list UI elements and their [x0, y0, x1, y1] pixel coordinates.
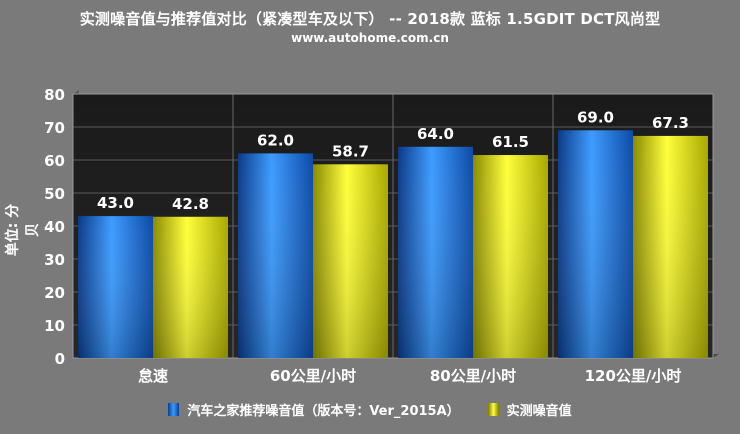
y-tick-label: 30	[44, 251, 65, 269]
x-tick-label: 怠速	[138, 367, 168, 385]
bar-measured-shade	[633, 135, 708, 358]
chart-subtitle: www.autohome.com.cn	[291, 31, 449, 45]
legend-label-recommended: 汽车之家推荐噪音值（版本号：Ver_2015A）	[187, 404, 460, 419]
bar-recommended-shade	[398, 146, 473, 358]
y-tick-label: 70	[44, 119, 65, 137]
bar-measured-shade	[313, 164, 388, 358]
data-label-recommended: 43.0	[97, 194, 134, 212]
bar-recommended-shade	[558, 130, 633, 358]
x-tick-label: 120公里/小时	[585, 367, 682, 385]
legend-item-measured: 实测噪音值	[487, 400, 572, 419]
bar-recommended-shade	[78, 216, 153, 358]
bar-recommended-shade	[238, 153, 313, 358]
legend-swatch-yellow	[487, 403, 499, 416]
data-label-recommended: 69.0	[577, 108, 614, 126]
legend-label-measured: 实测噪音值	[506, 404, 572, 419]
x-tick-label: 80公里/小时	[430, 367, 516, 385]
y-tick-label: 50	[44, 185, 65, 203]
data-label-measured: 58.7	[332, 142, 369, 160]
y-tick-label: 0	[55, 350, 65, 368]
legend: 汽车之家推荐噪音值（版本号：Ver_2015A） 实测噪音值	[0, 400, 740, 419]
y-tick-label: 40	[44, 218, 65, 236]
y-tick-label: 10	[44, 317, 65, 335]
plot-frame	[72, 93, 714, 359]
bar-measured-shade	[153, 216, 228, 358]
data-label-recommended: 64.0	[417, 125, 454, 143]
y-tick-label: 80	[44, 86, 65, 104]
data-label-measured: 61.5	[492, 133, 529, 151]
data-label-measured: 67.3	[652, 114, 689, 132]
legend-item-recommended: 汽车之家推荐噪音值（版本号：Ver_2015A）	[168, 400, 460, 419]
x-tick-label: 60公里/小时	[270, 367, 356, 385]
y-tick-label: 20	[44, 284, 65, 302]
y-tick-label: 60	[44, 152, 65, 170]
chart-title: 实测噪音值与推荐值对比（紧凑型车及以下） -- 2018款 蓝标 1.5GDIT…	[79, 10, 661, 28]
bar-measured-shade	[473, 155, 548, 358]
data-label-recommended: 62.0	[257, 131, 294, 149]
data-label-measured: 42.8	[172, 195, 209, 213]
legend-swatch-blue	[168, 403, 180, 416]
